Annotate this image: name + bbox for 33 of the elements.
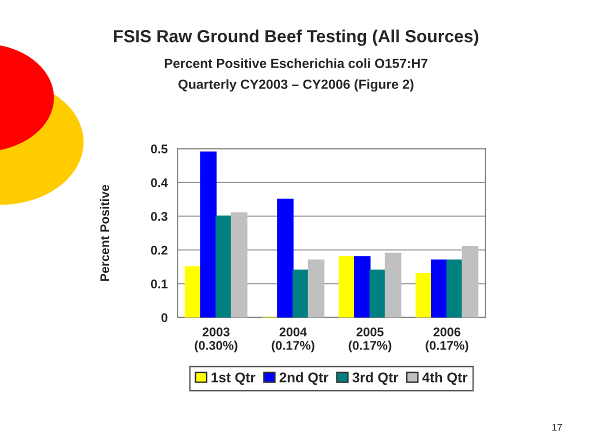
y-tick-label: 0.4: [150, 178, 168, 188]
bar: [277, 198, 294, 318]
bar: [354, 256, 371, 318]
bar: [384, 252, 402, 318]
x-tick-label: 2004 (0.17%): [272, 328, 314, 352]
y-tick-label: 0.5: [150, 144, 168, 154]
bar: [369, 270, 386, 318]
bar: [216, 216, 232, 318]
chart-title: FSIS Raw Ground Beef Testing (All Sources): [114, 30, 478, 46]
x-tick-label: 2006 (0.17%): [426, 328, 468, 352]
x-tick-label: 2005 (0.17%): [348, 328, 392, 352]
y-tick-label: 0.3: [150, 212, 168, 221]
bar: [184, 266, 202, 318]
bar: [308, 260, 324, 318]
bar: [416, 273, 432, 318]
x-tick-label: 2003 (0.30%): [194, 328, 238, 352]
chart-subtitle: Percent Positive Escherichia coli O157:H7 Quarterly CY2003 – CY2006 (Figure 2): [164, 58, 428, 92]
y-axis-title: Percent Positive: [100, 184, 110, 281]
bar: [338, 256, 356, 318]
bar: [462, 246, 478, 318]
y-tick-label: 0.2: [150, 246, 168, 255]
text: 17: [552, 424, 562, 431]
legend-label: 2nd Qtr: [280, 372, 328, 385]
legend-label: 1st Qtr: [212, 372, 256, 385]
bar: [230, 212, 248, 318]
bar: [200, 152, 217, 318]
bar: [446, 260, 463, 318]
bar: [431, 260, 448, 318]
bar: [292, 270, 309, 318]
legend-label: 3rd Qtr: [352, 372, 398, 385]
y-tick-label: 0.1: [150, 280, 168, 288]
y-tick-label: 0: [161, 313, 168, 322]
legend-label: 4th Qtr: [422, 372, 468, 385]
